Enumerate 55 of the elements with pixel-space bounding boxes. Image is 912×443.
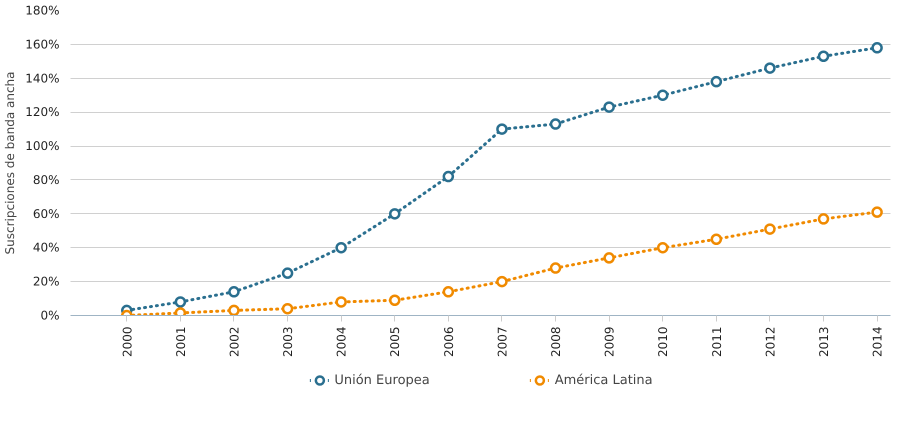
point [282, 302, 294, 314]
x-tick-label: 2001 [174, 326, 188, 358]
y-tick-label: 80% [32, 172, 60, 187]
x-tick-label: 2012 [763, 326, 778, 358]
x-tick-label: 2014 [870, 326, 885, 358]
point [496, 276, 508, 288]
point [228, 286, 240, 298]
x-tick-label: 2002 [227, 326, 242, 358]
point [818, 213, 830, 225]
point [603, 101, 615, 113]
x-tick-label: 2007 [495, 326, 510, 358]
point [871, 42, 883, 54]
point [335, 296, 347, 308]
x-tick-label: 2010 [656, 326, 670, 358]
point [550, 118, 562, 130]
x-tick-label: 2006 [442, 326, 456, 358]
point [389, 294, 400, 306]
legend-label: Unión Europea [334, 372, 430, 388]
y-tick-label: 0% [40, 308, 60, 322]
point [871, 206, 883, 218]
point [389, 208, 400, 220]
point [496, 123, 508, 135]
x-tick-label: 2004 [334, 326, 349, 358]
point [550, 262, 562, 274]
y-tick-label: 40% [32, 240, 60, 255]
y-tick-label: 20% [32, 274, 60, 289]
y-tick-label: 180% [25, 4, 60, 18]
point [656, 242, 668, 254]
point [764, 62, 776, 74]
point [442, 170, 454, 182]
legend-label: América Latina [554, 372, 653, 388]
point [335, 242, 347, 254]
y-tick-label: 120% [25, 105, 60, 120]
point [656, 89, 668, 101]
x-tick-label: 2008 [549, 326, 564, 358]
x-tick-label: 2005 [388, 326, 402, 358]
point [710, 234, 722, 245]
y-tick-label: 140% [25, 71, 60, 86]
y-tick-label: 160% [25, 37, 60, 52]
point [174, 296, 186, 308]
point [710, 76, 722, 88]
y-tick-label: 100% [25, 139, 60, 154]
x-tick-label: 2011 [710, 326, 724, 358]
y-axis-title: Suscripciones de banda ancha [3, 72, 18, 254]
point [764, 223, 776, 235]
x-tick-label: 2000 [120, 326, 134, 358]
point [603, 252, 615, 264]
y-tick-label: 60% [32, 206, 60, 221]
x-tick-label: 2009 [602, 326, 617, 358]
point [282, 267, 294, 279]
point [818, 50, 830, 62]
x-tick-label: 2003 [281, 326, 296, 358]
point [228, 304, 240, 316]
point [442, 286, 454, 298]
x-tick-label: 2013 [817, 326, 832, 358]
